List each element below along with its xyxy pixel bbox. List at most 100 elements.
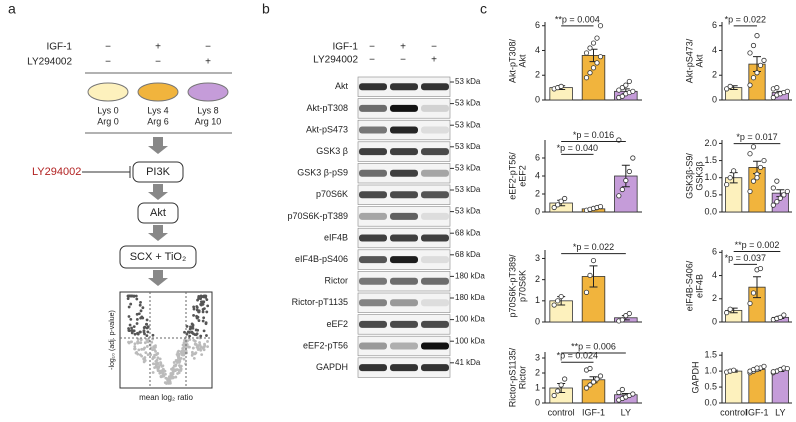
- arrow: [148, 225, 168, 241]
- y-tick-label: 6: [535, 20, 540, 30]
- y-tick-label: 2: [535, 70, 540, 80]
- volcano-point: [127, 341, 131, 345]
- kda-label: 53 kDa: [455, 185, 481, 194]
- y-tick-label: 2: [535, 274, 540, 284]
- volcano-point: [159, 361, 163, 365]
- treatment-label: LY294002: [27, 57, 72, 68]
- volcano-point: [206, 345, 209, 349]
- volcano-point: [175, 368, 179, 371]
- volcano-point: [131, 294, 135, 298]
- y-tick-label: 2: [535, 188, 540, 198]
- y-axis-label: eIF4B-S406/: [684, 260, 694, 311]
- kda-label: 53 kDa: [455, 99, 481, 108]
- data-point: [558, 198, 564, 204]
- volcano-point: [135, 322, 139, 325]
- data-point: [597, 54, 604, 60]
- data-point: [757, 265, 764, 272]
- kda-label: 68 kDa: [455, 228, 481, 237]
- data-point: [583, 289, 590, 295]
- volcano-point: [133, 345, 137, 348]
- treatment-sign: +: [431, 55, 437, 66]
- y-axis-label: GSK3β: [694, 161, 704, 190]
- dish-label: Arg 0: [97, 116, 119, 126]
- volcano-point: [145, 345, 149, 348]
- volcano-point: [163, 381, 167, 385]
- data-point: [562, 376, 568, 382]
- y-tick-label: 4: [712, 45, 717, 55]
- treatment-sign: +: [400, 42, 406, 53]
- volcano-point: [146, 330, 150, 334]
- data-point: [761, 157, 767, 164]
- volcano-point: [171, 370, 175, 374]
- volcano-point: [138, 303, 142, 307]
- y-tick-label: 0.5: [704, 381, 717, 391]
- y-axis-label: GAPDH: [690, 361, 700, 393]
- data-point: [761, 57, 767, 63]
- volcano-point: [169, 376, 173, 380]
- volcano-point: [166, 381, 169, 384]
- blot-band: [359, 83, 387, 91]
- data-point: [594, 60, 600, 66]
- volcano-point: [161, 367, 165, 371]
- dish-label: Lys 0: [97, 105, 118, 115]
- significance-label: *p = 0.017: [736, 132, 777, 142]
- data-point: [774, 85, 780, 91]
- volcano-point: [128, 329, 132, 333]
- blot-band: [421, 277, 449, 285]
- data-point: [558, 83, 564, 89]
- y-axis-label: Akt-pT308/: [507, 38, 517, 83]
- volcano-point: [133, 347, 136, 351]
- volcano-point: [154, 353, 158, 357]
- y-tick-label: 6: [712, 20, 717, 30]
- y-tick-label: 6: [712, 247, 717, 257]
- error-bar: [753, 276, 761, 299]
- data-point: [619, 386, 625, 393]
- volcano-point: [151, 357, 155, 361]
- volcano-point: [169, 372, 173, 376]
- volcano-point: [139, 341, 143, 345]
- volcano-point: [206, 340, 209, 343]
- y-tick-label: 0: [535, 316, 540, 326]
- blot-band: [359, 169, 387, 177]
- data-point: [597, 204, 604, 210]
- blot-label: Akt: [335, 81, 349, 91]
- data-point: [724, 181, 730, 188]
- volcano-point: [132, 329, 136, 333]
- data-point: [626, 78, 632, 85]
- data-point: [747, 300, 753, 307]
- volcano-point: [195, 343, 198, 347]
- volcano-point: [182, 349, 186, 353]
- volcano-point: [136, 331, 139, 335]
- volcano-point: [142, 329, 146, 333]
- data-point: [774, 199, 780, 205]
- panel-label: c: [480, 1, 487, 17]
- volcano-point: [202, 329, 206, 333]
- volcano-point: [159, 374, 163, 378]
- data-point: [583, 50, 590, 56]
- blot-band: [421, 148, 449, 156]
- data-point: [727, 306, 733, 312]
- data-point: [594, 35, 600, 41]
- significance-label: **p = 0.004: [555, 14, 600, 24]
- volcano-point: [197, 319, 201, 322]
- data-point: [750, 178, 757, 184]
- x-tick-label: LY: [775, 407, 785, 417]
- blot-label: eIF4B-pS406: [295, 254, 348, 264]
- y-tick-label: 3: [535, 253, 540, 263]
- blot-band: [390, 299, 418, 307]
- y-tick-label: 1.0: [704, 172, 717, 182]
- y-axis-label: eIF4B: [694, 274, 704, 298]
- volcano-point: [146, 325, 150, 329]
- kda-label: 53 kDa: [455, 164, 481, 173]
- blot-band: [359, 148, 387, 156]
- data-point: [754, 175, 760, 181]
- dish: [137, 82, 179, 102]
- y-tick-label: 0: [712, 316, 717, 326]
- volcano-point: [172, 361, 176, 364]
- y-tick-label: 4: [712, 270, 717, 280]
- volcano-point: [127, 315, 131, 318]
- volcano-point: [145, 318, 149, 322]
- volcano-point: [182, 341, 186, 345]
- volcano-point: [130, 326, 133, 330]
